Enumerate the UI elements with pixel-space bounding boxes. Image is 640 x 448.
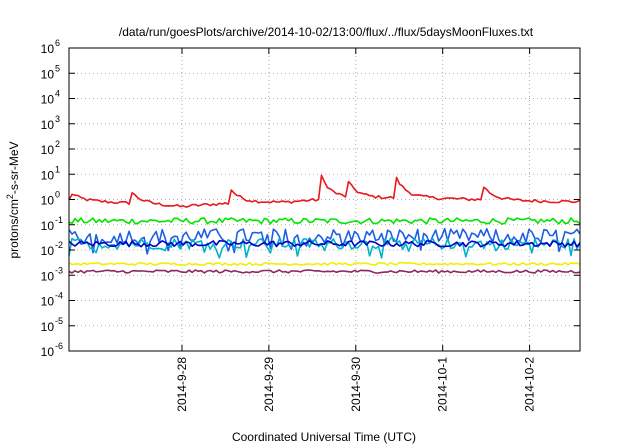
- y-tick-label: 10: [41, 269, 55, 283]
- y-tick-label: 10: [41, 143, 55, 157]
- y-tick-label: 10: [41, 67, 55, 81]
- y-tick-exponent: -1: [55, 215, 63, 225]
- x-tick-label: 2014-9-28: [175, 357, 189, 412]
- series-line-6: [68, 261, 581, 266]
- series-line-3: [68, 227, 581, 255]
- y-tick-label: 10: [41, 244, 55, 258]
- series-group: [68, 174, 581, 274]
- x-axis: 2014-9-28 2014-9-29 2014-9-30 2014-10-1 2014…: [175, 48, 537, 412]
- y-tick-exponent: 1: [55, 164, 60, 174]
- series-line-7: [68, 269, 581, 274]
- y-tick-label: 10: [41, 320, 55, 334]
- y-tick-exponent: -2: [55, 240, 63, 250]
- x-tick-label: 2014-10-2: [523, 357, 537, 412]
- y-tick-exponent: 3: [55, 114, 60, 124]
- y-tick-exponent: -3: [55, 265, 63, 275]
- x-tick-label: 2014-9-30: [349, 357, 363, 412]
- y-tick-label: 10: [41, 168, 55, 182]
- y-tick-exponent: -6: [55, 341, 63, 351]
- y-tick-label: 10: [41, 345, 55, 359]
- y-tick-exponent: 2: [55, 139, 60, 149]
- y-tick-label: 10: [41, 219, 55, 233]
- series-line-1: [68, 174, 581, 208]
- y-axis: 10 -610 -510 -410 -310 -210 -110 010 110 210 310 41…: [41, 38, 580, 359]
- y-tick-exponent: 5: [55, 63, 60, 73]
- x-axis-label: Coordinated Universal Time (UTC): [232, 430, 416, 444]
- chart-title: /data/run/goesPlots/archive/2014-10-02/1…: [119, 25, 534, 39]
- y-tick-label: 10: [41, 42, 55, 56]
- y-axis-label: protons/cm2-s-sr-MeV: [5, 141, 21, 258]
- y-tick-exponent: -5: [55, 316, 63, 326]
- y-tick-exponent: 4: [55, 89, 60, 99]
- y-tick-label: 10: [41, 118, 55, 132]
- x-tick-label: 2014-10-1: [436, 357, 450, 412]
- series-line-4: [68, 237, 581, 259]
- series-line-2: [68, 217, 581, 225]
- y-tick-label: 10: [41, 194, 55, 208]
- y-tick-exponent: 0: [55, 190, 60, 200]
- series-line-5: [68, 240, 581, 248]
- y-tick-exponent: -4: [55, 291, 63, 301]
- x-tick-label: 2014-9-29: [262, 357, 276, 412]
- y-tick-exponent: 6: [55, 38, 60, 48]
- y-tick-label: 10: [41, 295, 55, 309]
- grid: [69, 48, 580, 351]
- y-tick-label: 10: [41, 93, 55, 107]
